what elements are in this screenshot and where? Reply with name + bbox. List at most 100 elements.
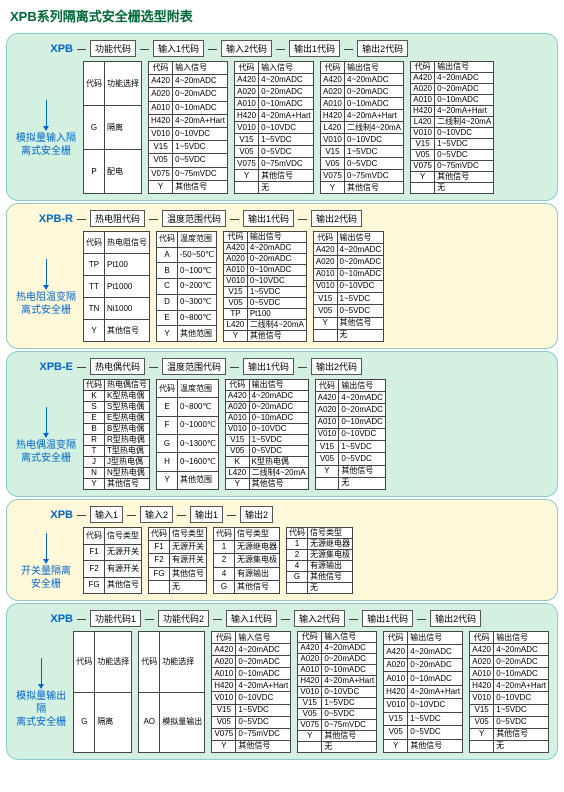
data-table: 代码输入信号A4204~20mADCA0200~20mADCA0100~10mA…	[297, 631, 377, 753]
table-row: 无	[234, 182, 313, 194]
data-table: 代码功能选择G隔离P配电	[83, 61, 142, 194]
table-cell: E型热电偶	[105, 413, 150, 424]
table-cell: V15	[313, 293, 337, 305]
table-row: Y其他信号	[470, 728, 549, 740]
table-cell: 4~20mADC	[247, 243, 306, 254]
table-row: A4204~20mADC	[384, 645, 463, 658]
table-row: 1无源继电器	[214, 541, 280, 554]
table-cell: 0~20mADC	[322, 654, 377, 665]
table-cell: 有源输出	[308, 561, 353, 572]
table-cell: A420	[313, 244, 337, 256]
table-cell: 0~20mADC	[236, 656, 291, 668]
table-cell: A010	[298, 665, 322, 676]
table-row: A0100~10mADC	[411, 95, 494, 106]
table-row: V050~5VDC	[225, 446, 308, 457]
table-cell: 配电	[105, 150, 142, 194]
table-row: V050~5VDC	[224, 298, 307, 309]
table-row: V050~5VDC	[315, 453, 385, 465]
table-cell: Pt100	[247, 309, 306, 320]
table-row: JJ型热电偶	[84, 457, 150, 468]
data-table: 代码输入信号A4204~20mADCA0200~20mADCA0100~10mA…	[211, 631, 291, 753]
table-cell: 0~20mADC	[337, 256, 384, 268]
table-cell	[287, 583, 308, 594]
table-cell: 0~20mADC	[247, 254, 306, 265]
table-cell: J型热电偶	[105, 457, 150, 468]
separator: —	[149, 214, 158, 224]
table-cell: F2	[149, 554, 170, 567]
column-header: 输出1代码	[289, 40, 340, 57]
table-cell: A020	[320, 86, 344, 98]
table-cell: V05	[320, 158, 344, 170]
table-row: Y其他范围	[157, 326, 217, 342]
table-cell: TP	[84, 254, 105, 276]
table-cell: 其他信号	[408, 739, 463, 753]
table-cell: 有源开关	[170, 554, 207, 567]
table-cell: 0~10VDC	[494, 692, 549, 704]
table-row: H0~1600℃	[157, 453, 219, 471]
table-header-cell: 代码	[149, 62, 173, 75]
separator: —	[77, 44, 86, 54]
table-cell: 二线制4~20mA	[247, 320, 306, 331]
table-cell: V05	[298, 709, 322, 720]
table-cell: 0~10mADC	[259, 98, 314, 110]
table-row: L420二线制4~20mA	[320, 122, 403, 134]
column-header: 输出2代码	[311, 210, 362, 227]
table-cell: 0~75mVDC	[435, 161, 494, 172]
table-row: 无	[149, 580, 207, 593]
table-cell	[315, 477, 339, 489]
table-cell: A010	[320, 98, 344, 110]
table-row: H4204~20mA+Hart	[234, 110, 313, 122]
table-cell: 无源开关	[170, 541, 207, 554]
table-row: P配电	[84, 150, 142, 194]
side-label: 热电偶温变隔离式安全栅	[16, 439, 76, 465]
table-cell: 4~20mADC	[494, 644, 549, 656]
arrow-down-icon	[41, 658, 42, 688]
table-row: G其他信号	[287, 572, 353, 583]
table-cell: 其他信号	[105, 320, 150, 342]
table-row: BB型热电偶	[84, 424, 150, 435]
table-cell: 0~10mADC	[236, 668, 291, 680]
table-cell: 0~20mADC	[408, 658, 463, 671]
table-row: A0200~20mADC	[411, 84, 494, 95]
table-cell: 1	[214, 541, 235, 554]
separator: —	[417, 614, 426, 624]
table-cell: V010	[470, 692, 494, 704]
section-0: XPB—功能代码—输入1代码—输入2代码—输出1代码—输出2代码模拟量输入隔离式…	[6, 33, 558, 201]
data-table: 代码输出信号A4204~20mADCA0200~20mADCA0100~10mA…	[313, 231, 384, 342]
table-header-cell: 功能选择	[160, 632, 205, 693]
table-row: V0100~10VDC	[384, 699, 463, 712]
column-header: 输入2代码	[294, 610, 345, 627]
table-cell: 无源开关	[105, 544, 142, 561]
table-cell: A010	[470, 668, 494, 680]
table-cell: 0~10mADC	[322, 665, 377, 676]
table-row: RR型热电偶	[84, 435, 150, 446]
table-cell: 1~5VDC	[259, 134, 314, 146]
table-row: SS型热电偶	[84, 402, 150, 413]
table-row: Y其他信号	[149, 180, 228, 193]
table-row: L420二线制4~20mA	[224, 320, 307, 331]
table-row: A0200~20mADC	[320, 86, 403, 98]
table-row: A0100~10mADC	[313, 268, 383, 280]
table-cell: 隔离	[95, 692, 132, 753]
table-cell: V075	[298, 720, 322, 731]
data-table: 代码温度范围A-50~50℃B0~100℃C0~200℃D0~300℃E0~80…	[156, 231, 217, 342]
table-row: 无	[315, 477, 385, 489]
data-table: 代码热电阻信号TPPt100TTPt1000TNNi1000Y其他信号	[83, 231, 150, 342]
table-cell: 0~800℃	[178, 398, 219, 416]
table-cell: Y	[411, 172, 435, 183]
table-cell: V15	[320, 146, 344, 158]
table-row: A4204~20mADC	[315, 392, 385, 404]
table-cell: 0~10VDC	[435, 128, 494, 139]
table-cell: P	[84, 150, 105, 194]
table-cell: TT	[84, 276, 105, 298]
table-header-cell: 代码	[224, 232, 248, 243]
table-cell: A020	[149, 88, 173, 101]
data-table: 代码信号类型F1无源开关F2有源开关FG其他信号	[83, 527, 142, 594]
separator: —	[349, 614, 358, 624]
column-header: 输出2代码	[430, 610, 481, 627]
table-row: 2无源集电极	[287, 550, 353, 561]
table-row: Y其他信号	[298, 731, 377, 742]
table-cell: F2	[84, 561, 105, 578]
table-header-cell: 信号类型	[308, 528, 353, 539]
table-cell: 4~20mA+Hart	[173, 114, 228, 127]
